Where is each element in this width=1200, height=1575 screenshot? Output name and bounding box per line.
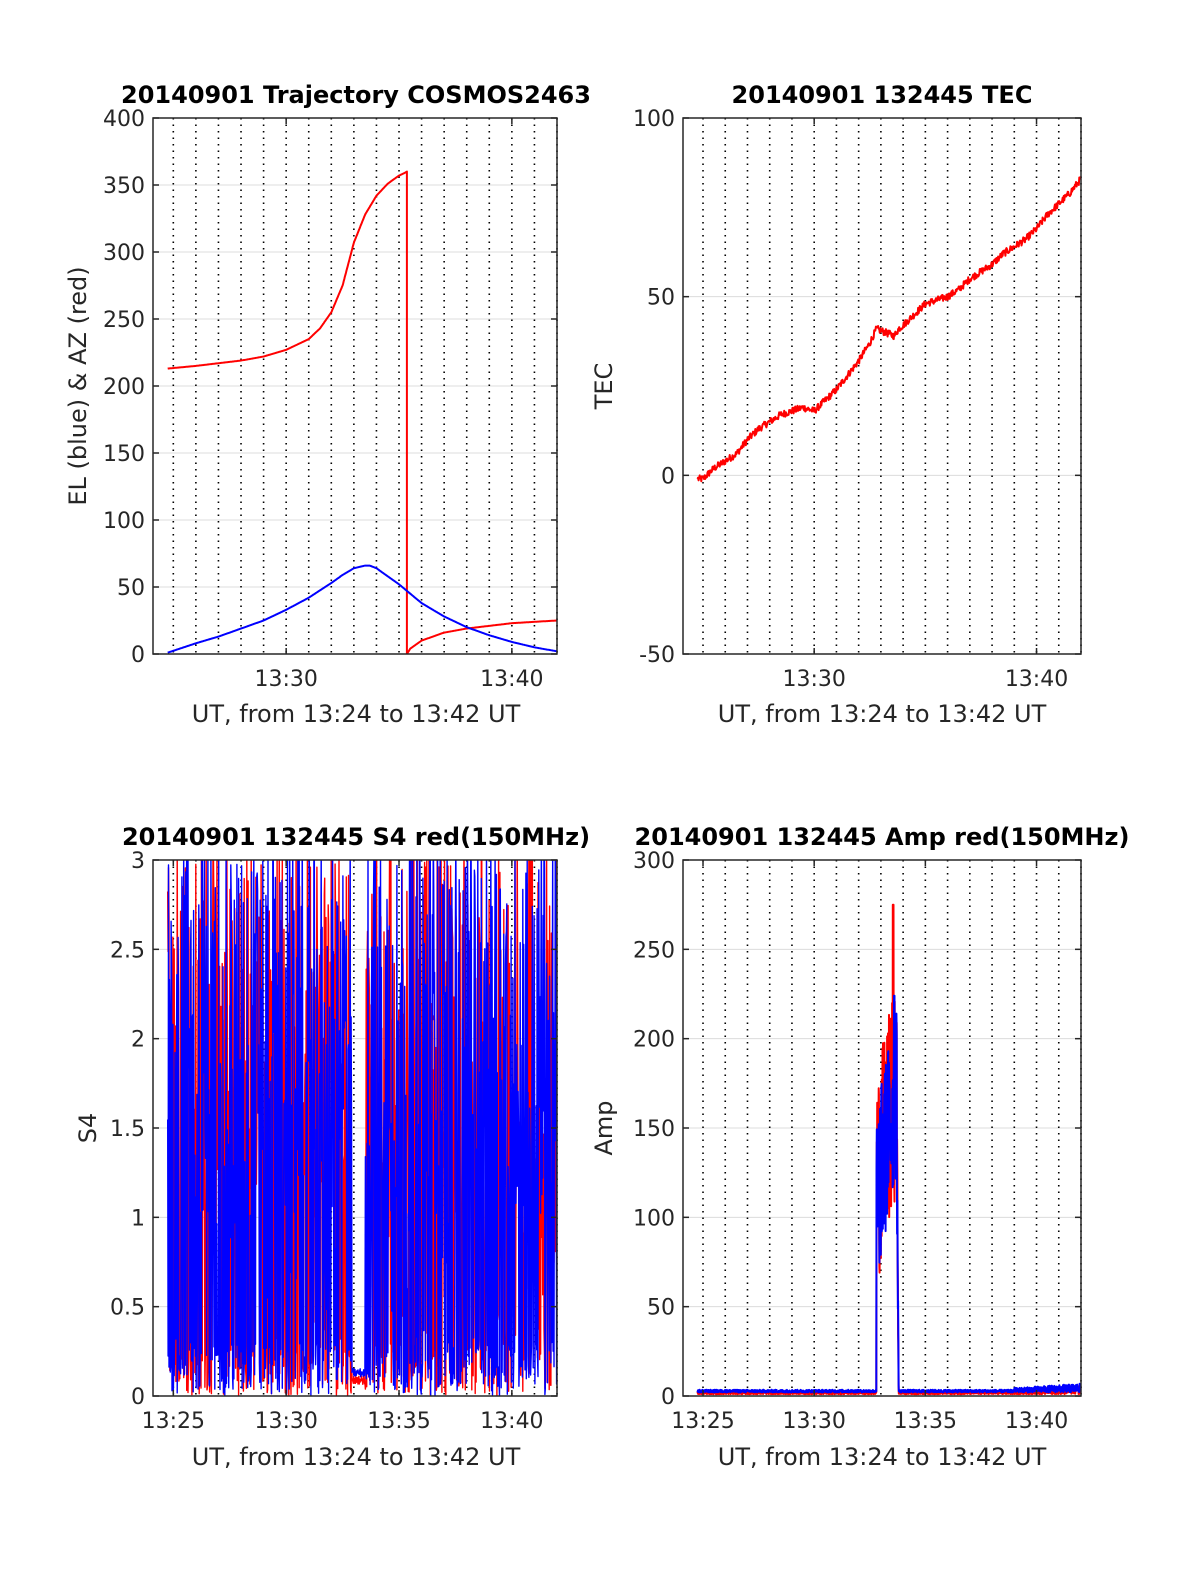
amp-series-blue-line [696, 994, 1081, 1394]
s4-ytick-label: 0 [131, 1385, 145, 1410]
amp-ytick-label: 300 [633, 849, 675, 874]
tec-ticks: -50 0 50 100 13:30 13:40 [633, 107, 1081, 692]
traj-plot-area [167, 170, 557, 654]
amp-plot-area [696, 903, 1081, 1396]
trajectory-panel: 20140901 Trajectory COSMOS2463 UT, from … [64, 81, 591, 728]
amp-panel: 20140901 132445 Amp red(150MHz) UT, from… [590, 823, 1129, 1471]
traj-ytick-label: 300 [103, 241, 145, 266]
traj-ytick-label: 100 [103, 509, 145, 534]
traj-ytick-label: 0 [131, 643, 145, 668]
traj-grid [153, 118, 558, 654]
amp-xtick-label: 13:30 [782, 1409, 845, 1434]
tec-ytick-label: 0 [661, 464, 675, 489]
amp-ytick-label: 0 [661, 1385, 675, 1410]
s4-ytick-label: 2.5 [110, 938, 145, 963]
s4-xtick-label: 13:35 [367, 1409, 430, 1434]
traj-ytick-label: 250 [103, 308, 145, 333]
tec-panel: 20140901 132445 TEC UT, from 13:24 to 13… [590, 81, 1082, 728]
s4-xtick-label: 13:40 [480, 1409, 543, 1434]
s4-ytick-label: 0.5 [110, 1296, 145, 1321]
s4-ytick-label: 1 [131, 1206, 145, 1231]
tec-series-red-line [696, 176, 1081, 483]
amp-xtick-label: 13:25 [671, 1409, 734, 1434]
traj-ytick-label: 50 [117, 576, 145, 601]
s4-xtick-label: 13:25 [142, 1409, 205, 1434]
tec-ytick-label: 100 [633, 107, 675, 132]
amp-ytick-label: 100 [633, 1206, 675, 1231]
tec-ylabel: TEC [590, 363, 618, 411]
traj-ticks: 0 50 100 150 200 250 300 350 400 13:30 13:40 [103, 107, 557, 692]
trajectory-xlabel: UT, from 13:24 to 13:42 UT [192, 700, 521, 728]
traj-ytick-label: 350 [103, 174, 145, 199]
amp-ytick-label: 200 [633, 1028, 675, 1053]
amp-ylabel: Amp [590, 1100, 618, 1155]
amp-series-red-line [696, 903, 1081, 1396]
s4-ytick-label: 3 [131, 849, 145, 874]
trajectory-ylabel: EL (blue) & AZ (red) [64, 266, 92, 505]
traj-xtick-label: 13:30 [254, 667, 317, 692]
amp-xtick-label: 13:35 [894, 1409, 957, 1434]
s4-ytick-label: 1.5 [110, 1117, 145, 1142]
amp-ytick-label: 150 [633, 1117, 675, 1142]
tec-plot-area [696, 176, 1081, 483]
amp-ticks: 0 50 100 150 200 250 300 13:25 13:30 13:35 13:40 [633, 849, 1081, 1434]
trajectory-title: 20140901 Trajectory COSMOS2463 [121, 81, 591, 109]
traj-ytick-label: 150 [103, 442, 145, 467]
traj-ytick-label: 200 [103, 375, 145, 400]
s4-xtick-label: 13:30 [254, 1409, 317, 1434]
s4-ylabel: S4 [74, 1113, 102, 1144]
s4-ticks: 0 0.5 1 1.5 2 2.5 3 13:25 13:30 13:35 13:40 [110, 849, 557, 1434]
tec-ytick-label: 50 [647, 286, 675, 311]
s4-title: 20140901 132445 S4 red(150MHz) [122, 823, 590, 851]
tec-axes-frame [682, 117, 1082, 655]
traj-xtick-label: 13:40 [480, 667, 543, 692]
amp-ytick-label: 50 [647, 1296, 675, 1321]
tec-xlabel: UT, from 13:24 to 13:42 UT [718, 700, 1047, 728]
s4-xlabel: UT, from 13:24 to 13:42 UT [192, 1443, 521, 1471]
tec-xtick-label: 13:30 [782, 667, 845, 692]
amp-xtick-label: 13:40 [1005, 1409, 1068, 1434]
amp-xlabel: UT, from 13:24 to 13:42 UT [718, 1443, 1047, 1471]
s4-series-blue-line [167, 860, 557, 1396]
traj-ytick-label: 400 [103, 107, 145, 132]
tec-grid [683, 118, 1082, 654]
s4-ytick-label: 2 [131, 1028, 145, 1053]
s4-panel: 20140901 132445 S4 red(150MHz) UT, from … [74, 823, 590, 1471]
tec-title: 20140901 132445 TEC [732, 81, 1033, 109]
amp-title: 20140901 132445 Amp red(150MHz) [635, 823, 1130, 851]
amp-grid [683, 860, 1082, 1396]
amp-ytick-label: 250 [633, 938, 675, 963]
tec-xtick-label: 13:40 [1005, 667, 1068, 692]
s4-plot-area [167, 860, 557, 1396]
tec-ytick-label: -50 [639, 643, 675, 668]
traj-series-red-line [167, 170, 557, 654]
traj-series-blue-line [167, 564, 557, 654]
